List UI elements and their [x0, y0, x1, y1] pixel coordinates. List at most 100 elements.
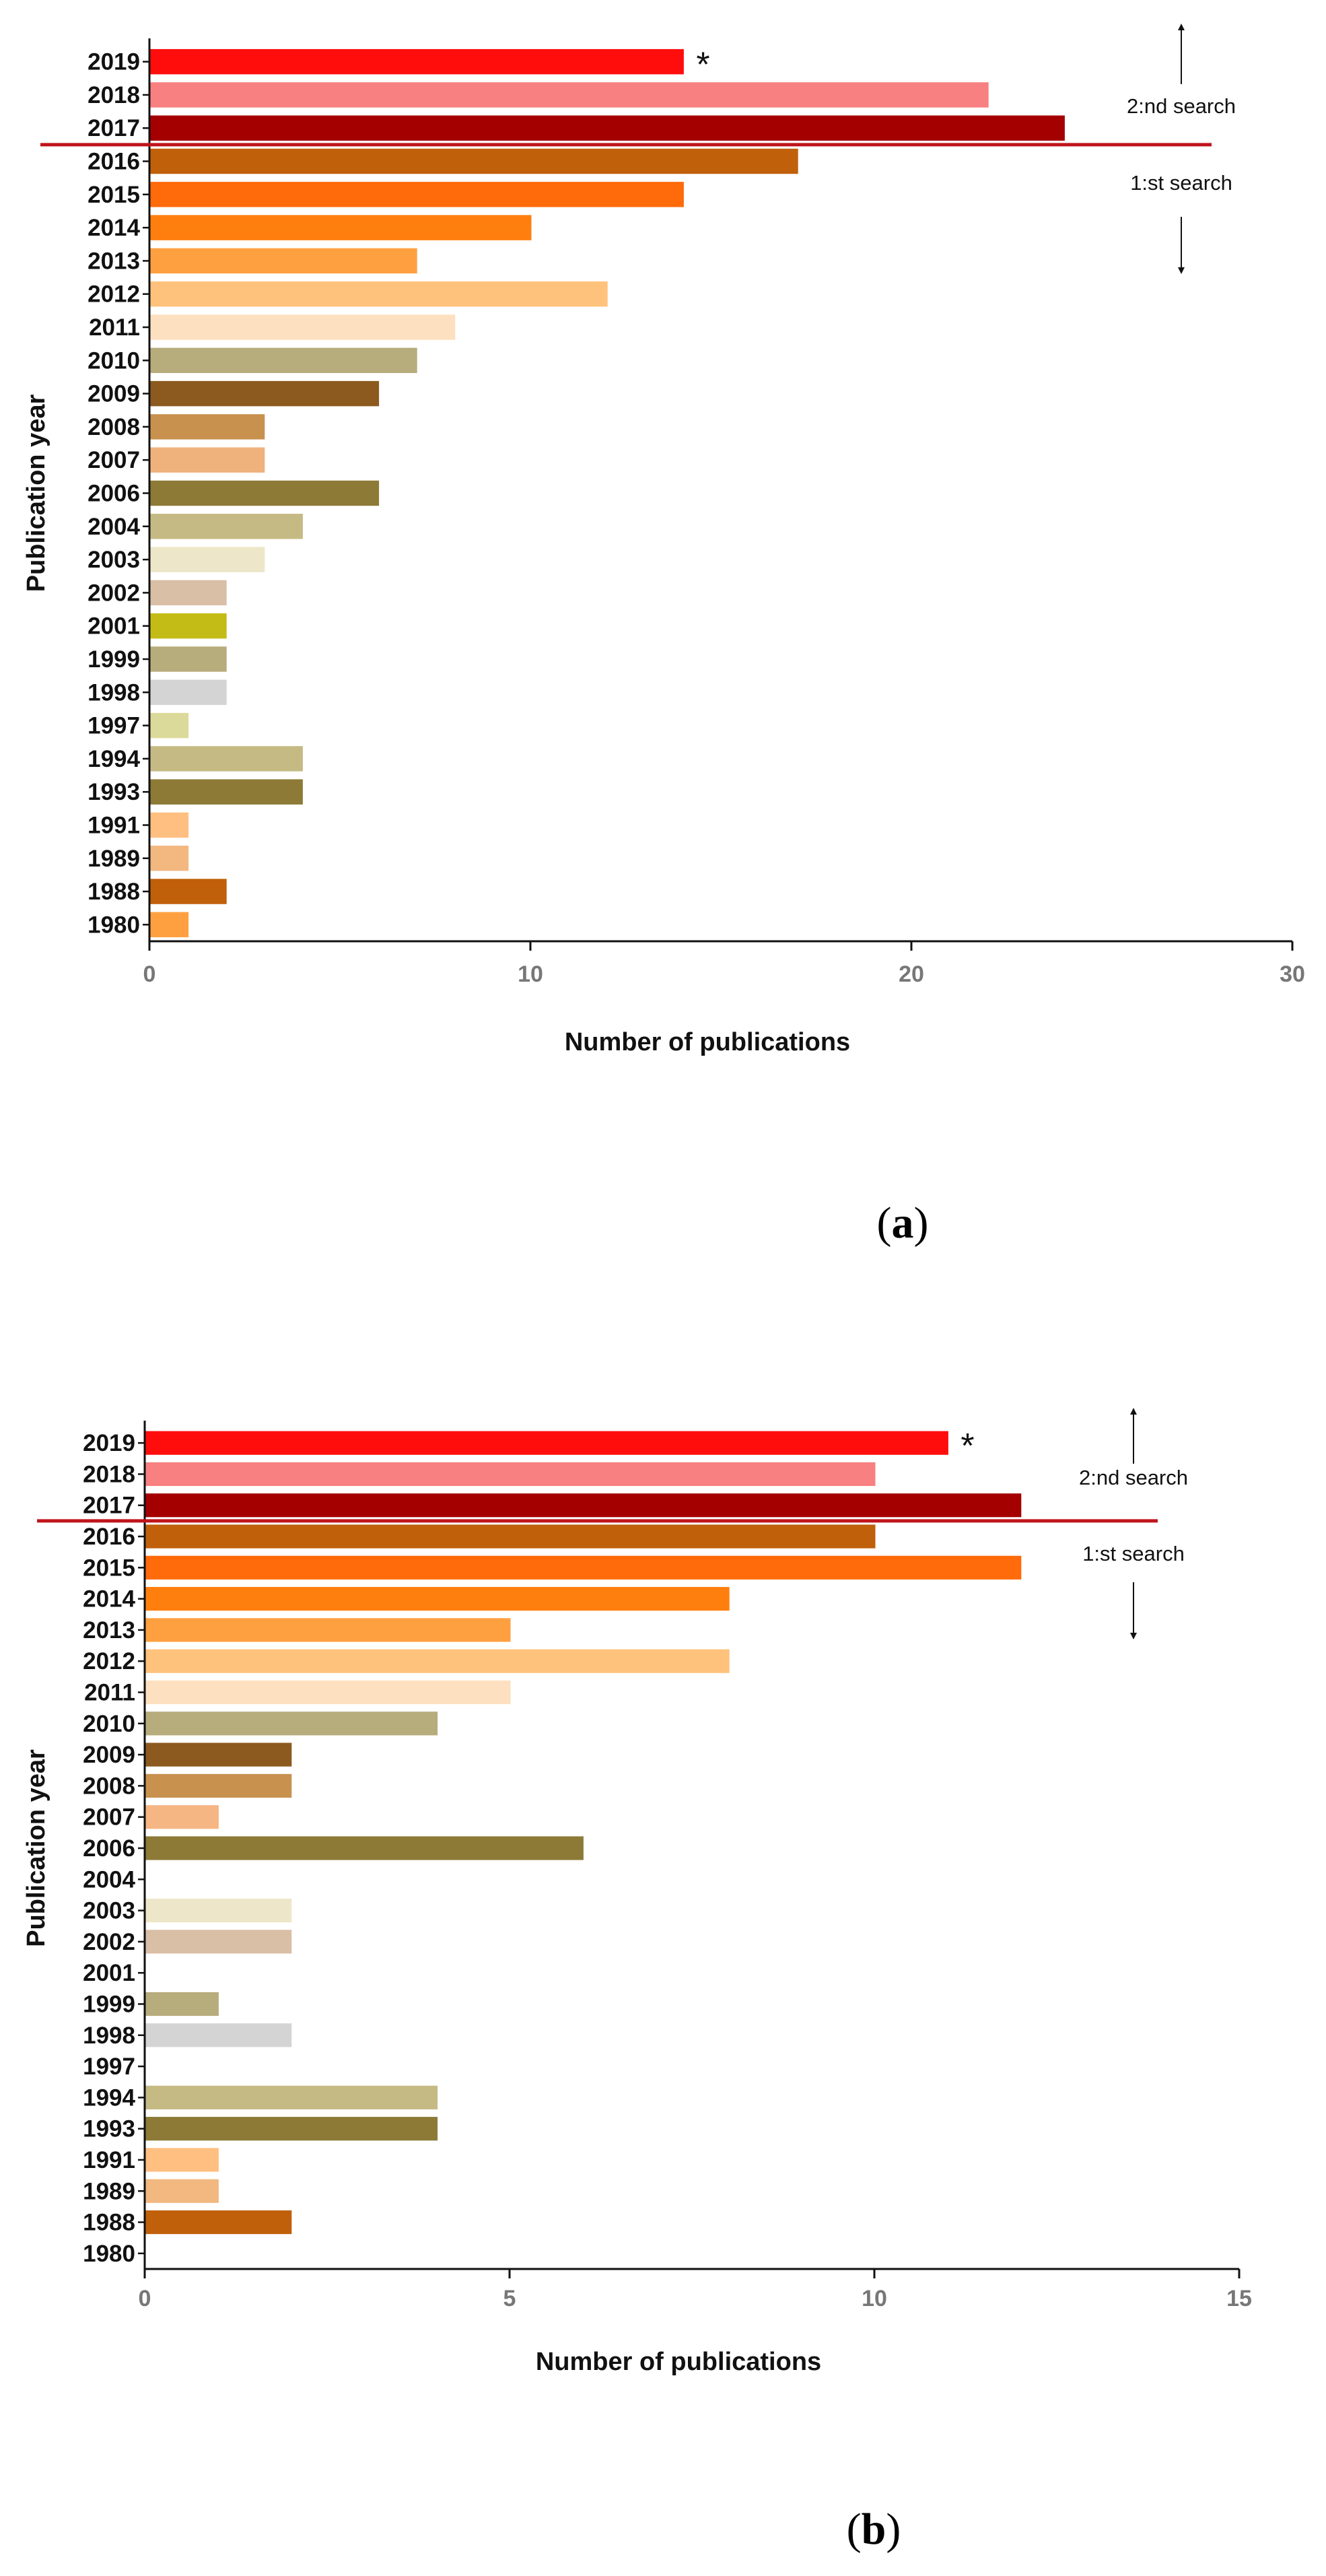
second-search-label: 2:nd search	[1127, 94, 1236, 118]
bar-2008	[145, 1773, 292, 1798]
bar-2017	[150, 115, 1065, 141]
bar-2010	[145, 1711, 438, 1736]
y-tick-label: 2001	[83, 1960, 135, 1986]
bar-2007	[145, 1805, 219, 1829]
y-tick-label: 1993	[83, 2116, 135, 2142]
bar-2002	[145, 1930, 292, 1954]
bar-2015	[145, 1555, 1022, 1580]
panel-label: (b)	[847, 2505, 901, 2554]
y-tick-label: 1989	[88, 846, 140, 872]
y-tick-label: 2010	[88, 347, 140, 374]
bar-1988	[145, 2210, 292, 2235]
y-axis-title: Publication year	[22, 1749, 50, 1947]
x-tick-label: 15	[1226, 2286, 1252, 2311]
bar-2012	[145, 1649, 730, 1673]
x-tick-label: 10	[862, 2286, 887, 2311]
bar-2019	[145, 1431, 948, 1455]
y-tick-label: 1998	[88, 679, 140, 706]
bar-2017	[145, 1493, 1022, 1518]
y-tick-label: 2012	[88, 281, 140, 308]
y-tick-label: 2017	[88, 115, 140, 141]
y-tick-label: 1989	[83, 2178, 135, 2204]
y-tick-label: 2004	[88, 514, 140, 540]
bar-1994	[145, 2085, 438, 2109]
x-tick-label: 10	[518, 961, 543, 987]
y-tick-label: 2018	[83, 1461, 135, 1487]
panel-b-chart: 0 5 10 15 2019 2018 2017 2016 2015 2014 2013 2012 20…	[22, 1408, 1252, 2554]
y-tick-label: 2019	[88, 49, 140, 75]
bar-2018	[145, 1462, 876, 1487]
bar-2009	[145, 1742, 292, 1767]
y-tick-label: 2013	[83, 1617, 135, 1643]
bar-1997	[150, 712, 189, 739]
bar-2018	[150, 82, 989, 108]
y-tick-label: 2001	[88, 613, 140, 640]
bar-1999	[145, 1992, 219, 2016]
y-tick-label: 1994	[88, 746, 140, 772]
y-tick-label: 2003	[83, 1898, 135, 1924]
y-tick-label: 2015	[88, 182, 140, 208]
y-tick-label: 2010	[83, 1711, 135, 1737]
bar-2002	[150, 580, 227, 606]
y-tick-label: 2012	[83, 1648, 135, 1674]
y-tick-label: 2006	[83, 1835, 135, 1862]
bar-2013	[150, 248, 417, 274]
bar-1993	[150, 779, 303, 805]
x-tick-label: 20	[899, 961, 924, 987]
panel-a-chart: 0 10 20 30 2019 2018 2017 2016 2015 2014 2013 2012 2…	[22, 24, 1305, 1248]
bar-2019	[150, 48, 684, 75]
panel-label: (a)	[877, 1198, 929, 1248]
y-tick-label: 2008	[88, 414, 140, 440]
y-tick-label: 2011	[89, 314, 140, 341]
bar-2011	[150, 314, 456, 340]
bar-1999	[150, 646, 227, 672]
bar-2008	[150, 414, 265, 440]
bar-2003	[150, 547, 265, 572]
bar-2015	[150, 182, 684, 207]
bar-2011	[145, 1680, 511, 1705]
y-tick-label: 1999	[88, 646, 140, 673]
y-tick-label: 2007	[88, 447, 140, 473]
y-tick-label: 2011	[84, 1680, 135, 1706]
x-tick-label: 30	[1280, 961, 1305, 987]
y-tick-label: 2009	[83, 1742, 135, 1768]
y-axis-title: Publication year	[22, 395, 50, 592]
bar-1989	[150, 846, 189, 871]
bar-2006	[150, 480, 380, 506]
y-tick-label: 2014	[83, 1586, 135, 1613]
y-tick-label: 1993	[88, 779, 140, 805]
second-search-label: 2:nd search	[1079, 1466, 1188, 1489]
bar-2012	[150, 281, 608, 307]
y-tick-label: 2002	[83, 1929, 135, 1955]
bar-1991	[145, 2148, 219, 2172]
y-tick-label: 2004	[83, 1866, 135, 1893]
bar-2014	[145, 1587, 730, 1611]
y-tick-label: 1988	[83, 2210, 135, 2236]
y-tick-label: 1991	[88, 812, 140, 838]
bar-2006	[145, 1836, 584, 1860]
bar-2013	[145, 1618, 511, 1642]
y-tick-label: 1980	[83, 2241, 135, 2267]
bar-2016	[145, 1524, 876, 1549]
y-tick-label: 2017	[83, 1493, 135, 1519]
y-tick-label: 2016	[88, 149, 140, 175]
bar-2003	[145, 1899, 292, 1923]
bar-1988	[150, 879, 227, 904]
bar-1991	[150, 812, 189, 838]
bar-1993	[145, 2117, 438, 2141]
bar-1998	[145, 2023, 292, 2047]
asterisk-mark: *	[961, 1427, 974, 1466]
y-tick-label: 1998	[83, 2023, 135, 2049]
y-tick-label: 1997	[83, 2054, 135, 2080]
bar-1989	[145, 2179, 219, 2203]
y-tick-label: 2006	[88, 481, 140, 507]
first-search-label: 1:st search	[1130, 171, 1232, 195]
y-tick-label: 2003	[88, 547, 140, 573]
y-tick-label: 2002	[88, 580, 140, 606]
y-tick-label: 1988	[88, 879, 140, 905]
bar-2010	[150, 347, 417, 374]
y-tick-label: 2014	[88, 215, 140, 241]
first-search-label: 1:st search	[1082, 1542, 1185, 1565]
bar-1994	[150, 746, 303, 772]
y-tick-label: 2015	[83, 1555, 135, 1581]
